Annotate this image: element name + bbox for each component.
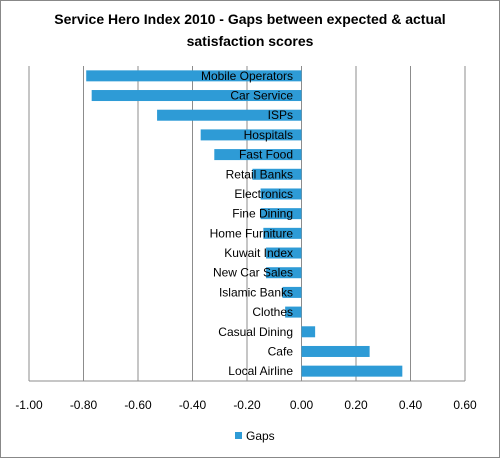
x-tick-label: 0.00 bbox=[290, 398, 314, 412]
category-labels: Mobile Operators Car Service ISPs Hospitals… bbox=[201, 69, 293, 378]
bar bbox=[263, 227, 302, 239]
bar bbox=[260, 188, 302, 200]
legend-swatch bbox=[235, 432, 242, 439]
bar bbox=[266, 267, 302, 279]
category-label: New Car Sales bbox=[213, 266, 293, 280]
legend: Gaps bbox=[235, 429, 275, 443]
bar bbox=[86, 70, 302, 82]
category-label: Cafe bbox=[268, 344, 294, 358]
category-label: Car Service bbox=[230, 89, 293, 103]
category-label: Mobile Operators bbox=[201, 69, 293, 83]
bar bbox=[157, 109, 302, 121]
category-label: Fast Food bbox=[239, 148, 293, 162]
category-label: Kuwait Index bbox=[224, 246, 293, 260]
bar bbox=[200, 129, 302, 141]
category-label: Fine Dining bbox=[232, 207, 293, 221]
category-label: Retail Banks bbox=[226, 167, 293, 181]
x-tick-label: -0.80 bbox=[70, 398, 98, 412]
category-label: Electronics bbox=[234, 187, 293, 201]
bar bbox=[282, 286, 302, 298]
bar bbox=[91, 90, 302, 102]
bar bbox=[301, 365, 403, 377]
x-tick-label: -1.00 bbox=[15, 398, 43, 412]
bar bbox=[266, 247, 302, 259]
bar bbox=[252, 168, 302, 180]
bars bbox=[86, 70, 403, 377]
chart-title-line-2: satisfaction scores bbox=[187, 33, 314, 49]
category-label: Casual Dining bbox=[218, 325, 293, 339]
category-label: Islamic Banks bbox=[219, 285, 293, 299]
x-tick-label: 0.60 bbox=[453, 398, 477, 412]
x-tick-label: 0.20 bbox=[344, 398, 368, 412]
x-tick-label: -0.60 bbox=[124, 398, 152, 412]
bar bbox=[285, 306, 302, 318]
x-tick-label: -0.40 bbox=[179, 398, 207, 412]
bar bbox=[301, 345, 370, 357]
category-label: Clothes bbox=[252, 305, 293, 319]
category-label: Local Airline bbox=[228, 364, 293, 378]
chart-title-line-1: Service Hero Index 2010 - Gaps between e… bbox=[54, 11, 445, 27]
x-tick-label: -0.20 bbox=[233, 398, 261, 412]
bar bbox=[214, 149, 302, 161]
category-label: Home Furniture bbox=[210, 226, 294, 240]
legend-label: Gaps bbox=[246, 429, 275, 443]
category-label: ISPs bbox=[268, 108, 293, 122]
x-axis-ticks: -1.00 -0.80 -0.60 -0.40 -0.20 0.00 0.20 0.40 0.6… bbox=[15, 398, 477, 412]
x-tick-label: 0.40 bbox=[399, 398, 423, 412]
bar bbox=[301, 326, 316, 338]
category-label: Hospitals bbox=[244, 128, 293, 142]
bar bbox=[260, 208, 302, 220]
